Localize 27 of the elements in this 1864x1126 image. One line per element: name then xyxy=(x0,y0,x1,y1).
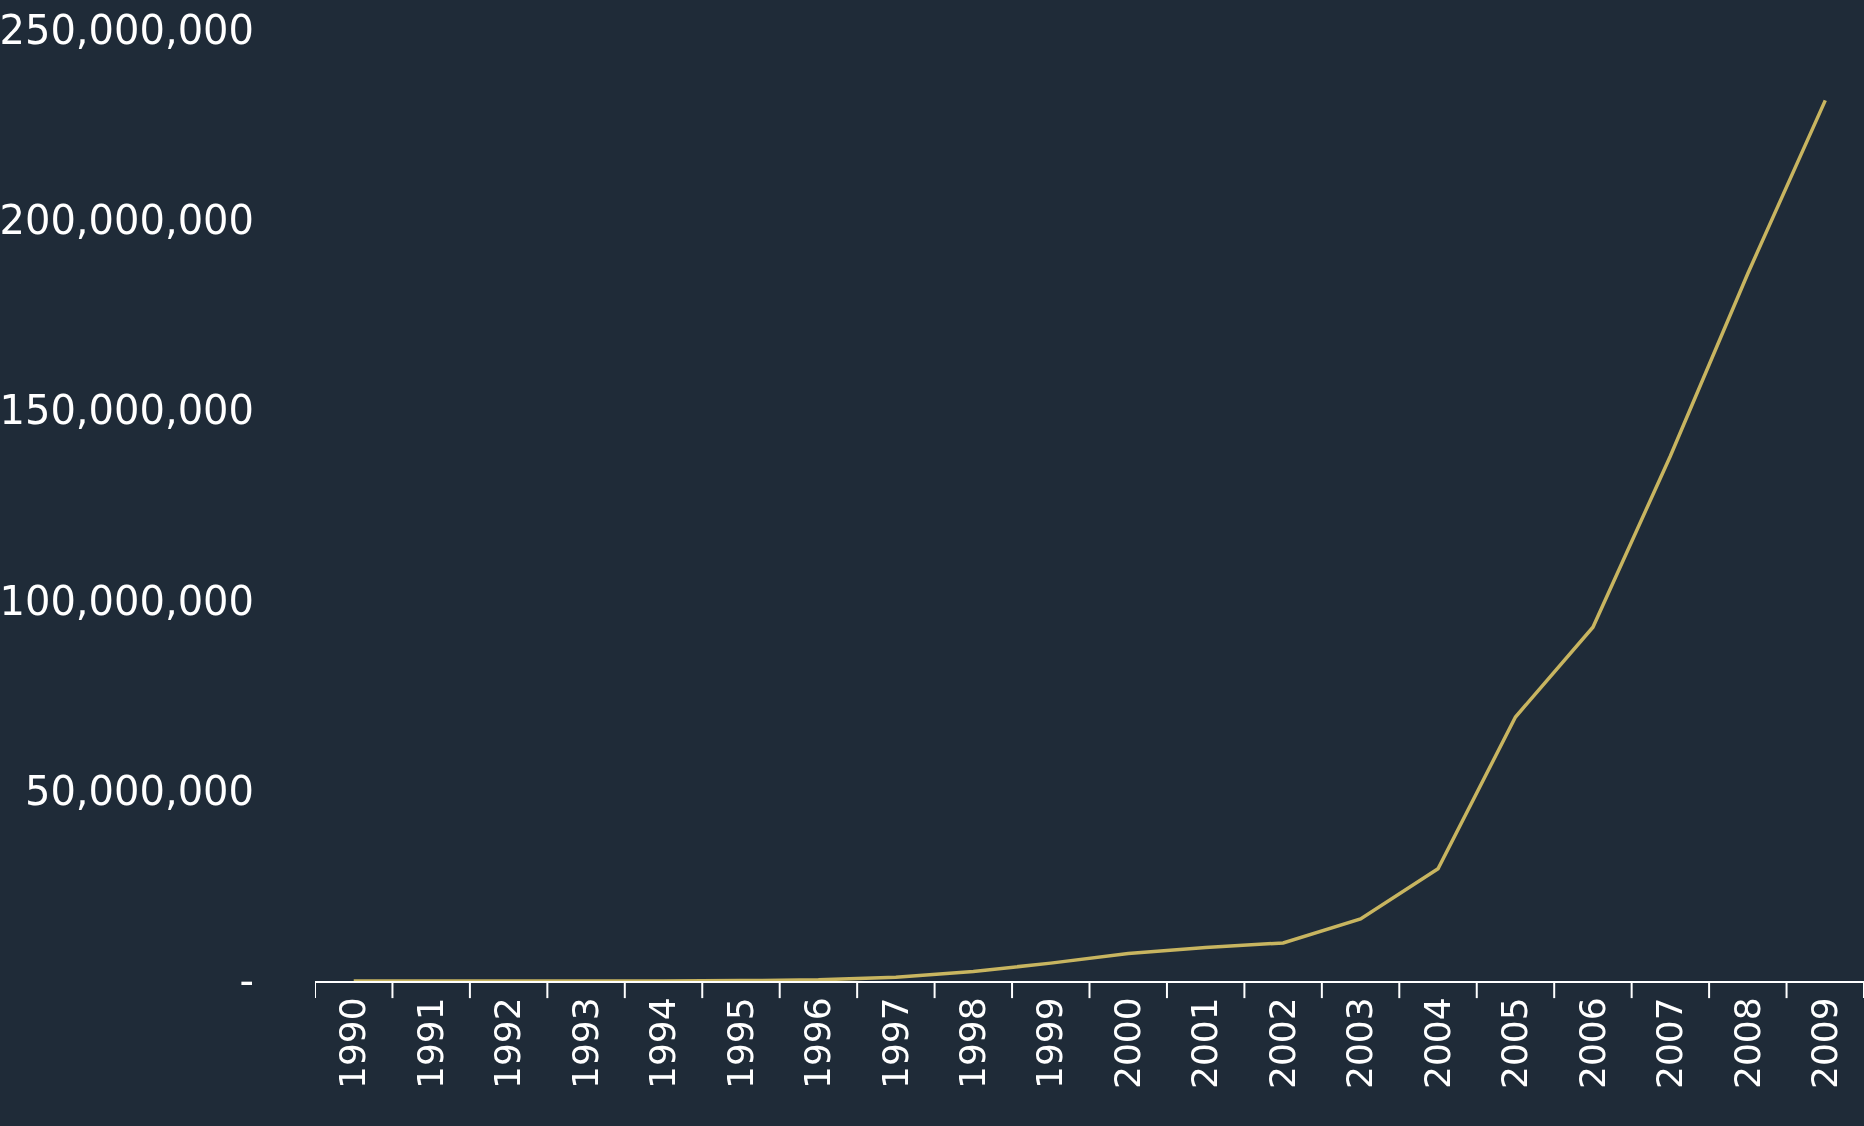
x-tick-label: 2006 xyxy=(1571,997,1613,1090)
x-tick-label: 2001 xyxy=(1184,997,1226,1090)
x-tick-label: 1990 xyxy=(332,997,374,1090)
x-tick-label: 1994 xyxy=(642,997,684,1090)
x-tick-label: 2007 xyxy=(1649,997,1691,1090)
x-tick-label: 2008 xyxy=(1726,997,1768,1090)
y-tick-label: 150,000,000 xyxy=(0,387,254,434)
x-tick-label: 2005 xyxy=(1494,997,1536,1090)
y-tick-label: 100,000,000 xyxy=(0,577,254,624)
x-tick-label: 2004 xyxy=(1416,997,1458,1090)
x-tick-label: 2002 xyxy=(1261,997,1303,1090)
x-tick-label: 1991 xyxy=(409,997,451,1090)
x-tick-label: 1993 xyxy=(564,997,606,1090)
y-tick-label: 250,000,000 xyxy=(0,7,254,53)
x-tick-label: 2000 xyxy=(1106,997,1148,1090)
x-tick-label: 2009 xyxy=(1803,997,1845,1090)
x-tick-label: 1997 xyxy=(874,997,916,1090)
x-tick-label: 1995 xyxy=(719,997,761,1090)
x-tick-label: 1998 xyxy=(952,997,994,1090)
x-tick-label: 1996 xyxy=(797,997,839,1090)
y-tick-label: 200,000,000 xyxy=(0,197,254,244)
y-tick-label: 50,000,000 xyxy=(24,767,254,814)
x-tick-label: 2003 xyxy=(1339,997,1381,1090)
y-tick-label: - xyxy=(239,958,254,1004)
x-tick-label: 1999 xyxy=(1029,997,1071,1090)
line-series xyxy=(351,98,1828,981)
x-tick-label: 1992 xyxy=(487,997,529,1090)
